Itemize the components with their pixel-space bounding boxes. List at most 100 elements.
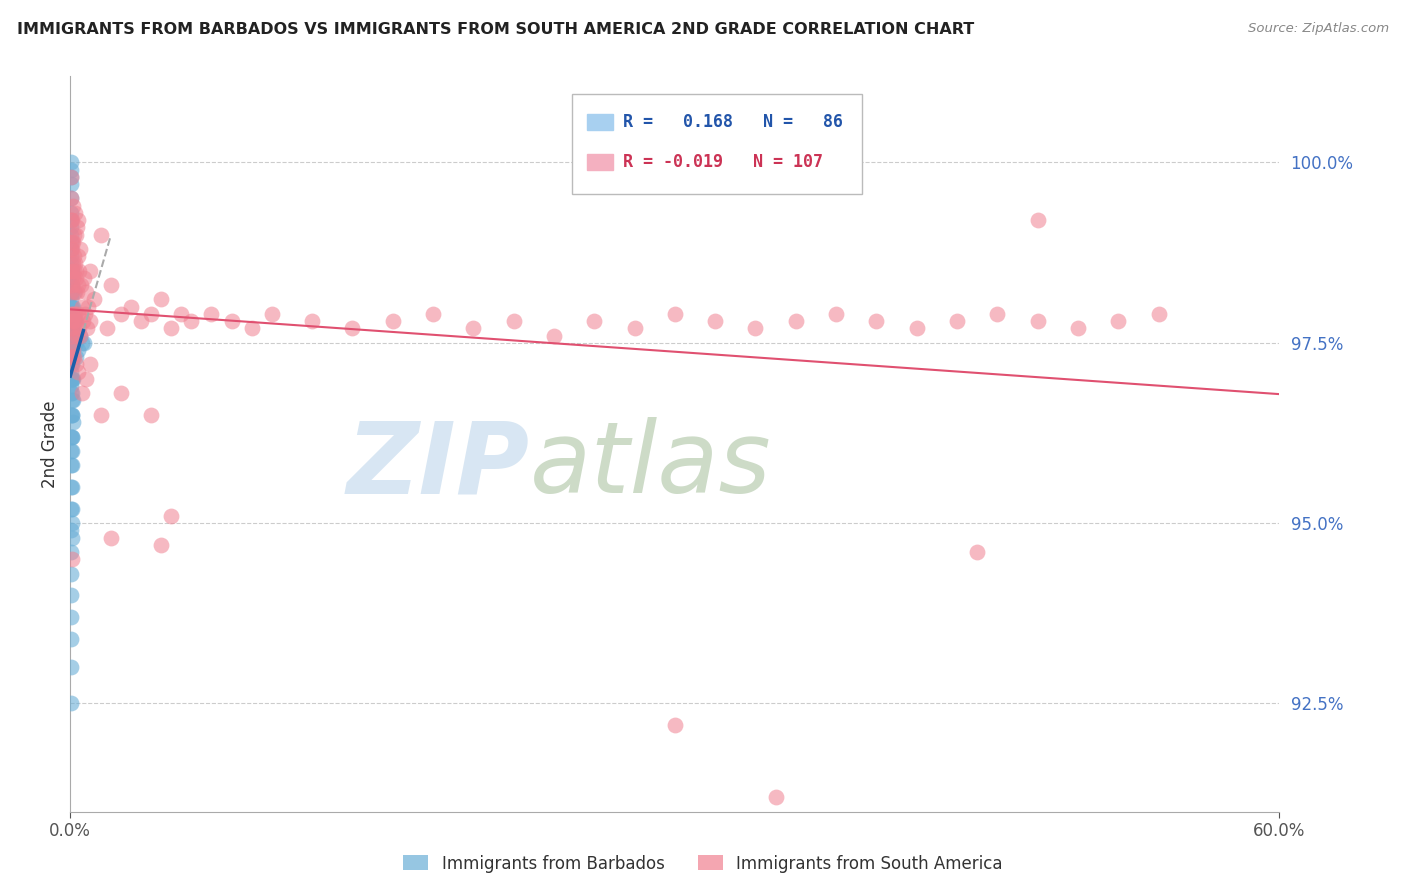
- Point: [60, 162, 83, 177]
- Point: [60, 697, 83, 711]
- Y-axis label: 2nd Grade: 2nd Grade: [41, 400, 59, 488]
- Point: [1067, 321, 1090, 335]
- Point: [62, 415, 84, 429]
- Point: [60, 191, 83, 205]
- Point: [129, 314, 152, 328]
- Text: ZIP: ZIP: [347, 417, 530, 515]
- Point: [79, 358, 101, 372]
- Point: [62, 235, 84, 249]
- Text: IMMIGRANTS FROM BARBADOS VS IMMIGRANTS FROM SOUTH AMERICA 2ND GRADE CORRELATION : IMMIGRANTS FROM BARBADOS VS IMMIGRANTS F…: [17, 22, 974, 37]
- Point: [60, 524, 83, 538]
- Point: [62, 270, 84, 285]
- Point: [63, 335, 86, 350]
- Point: [60, 393, 83, 408]
- Point: [70, 278, 93, 293]
- Point: [170, 307, 193, 321]
- Point: [60, 545, 83, 559]
- Point: [60, 429, 83, 443]
- Point: [62, 300, 84, 314]
- Point: [110, 307, 132, 321]
- Point: [60, 501, 83, 516]
- Point: [502, 314, 524, 328]
- Point: [60, 386, 83, 401]
- Point: [75, 372, 97, 386]
- Point: [100, 278, 122, 293]
- Point: [785, 314, 807, 328]
- Point: [60, 531, 83, 545]
- Point: [60, 213, 83, 227]
- Point: [62, 321, 84, 335]
- Point: [60, 501, 83, 516]
- Point: [60, 235, 83, 249]
- Point: [63, 263, 86, 277]
- Point: [60, 386, 83, 401]
- Point: [60, 242, 83, 256]
- Point: [72, 300, 94, 314]
- Point: [664, 718, 686, 732]
- Point: [60, 372, 83, 386]
- Point: [120, 300, 142, 314]
- Point: [60, 408, 83, 422]
- Point: [60, 408, 83, 422]
- Point: [65, 335, 87, 350]
- Point: [63, 285, 86, 300]
- Point: [180, 314, 202, 328]
- Point: [60, 256, 83, 270]
- Point: [60, 263, 83, 277]
- Point: [60, 220, 83, 235]
- Point: [60, 263, 83, 277]
- Point: [100, 531, 122, 545]
- Point: [60, 285, 83, 300]
- Point: [60, 429, 83, 443]
- Point: [63, 249, 86, 263]
- Point: [66, 278, 89, 293]
- Point: [60, 314, 83, 328]
- FancyBboxPatch shape: [586, 114, 613, 130]
- Point: [65, 206, 87, 220]
- Point: [60, 552, 83, 566]
- Point: [90, 227, 111, 242]
- Point: [60, 632, 83, 646]
- Point: [60, 566, 83, 581]
- Point: [69, 328, 91, 343]
- Point: [62, 256, 84, 270]
- Point: [60, 350, 83, 364]
- Point: [60, 350, 83, 364]
- Point: [60, 321, 83, 335]
- Point: [744, 321, 766, 335]
- Point: [69, 242, 91, 256]
- Text: R =   0.168   N =   86: R = 0.168 N = 86: [623, 113, 842, 131]
- Point: [986, 307, 1008, 321]
- Point: [1026, 314, 1049, 328]
- Point: [62, 343, 84, 357]
- Text: R = -0.019   N = 107: R = -0.019 N = 107: [623, 153, 823, 171]
- Point: [63, 314, 86, 328]
- Point: [60, 263, 83, 277]
- Point: [60, 177, 83, 191]
- Point: [60, 358, 83, 372]
- Point: [160, 508, 183, 523]
- Point: [60, 206, 83, 220]
- Point: [67, 213, 90, 227]
- Point: [63, 314, 86, 328]
- Point: [60, 458, 83, 473]
- Point: [72, 314, 94, 328]
- Point: [139, 408, 162, 422]
- Point: [60, 285, 83, 300]
- Point: [79, 314, 101, 328]
- Text: Source: ZipAtlas.com: Source: ZipAtlas.com: [1249, 22, 1389, 36]
- Point: [200, 307, 222, 321]
- Point: [75, 285, 97, 300]
- Point: [62, 314, 84, 328]
- Point: [583, 314, 606, 328]
- Point: [67, 307, 90, 321]
- Point: [60, 480, 83, 494]
- Point: [90, 408, 111, 422]
- Point: [825, 307, 848, 321]
- Point: [65, 314, 87, 328]
- Point: [60, 328, 83, 343]
- Point: [67, 249, 90, 263]
- FancyBboxPatch shape: [572, 95, 862, 194]
- Point: [60, 300, 83, 314]
- Point: [704, 314, 727, 328]
